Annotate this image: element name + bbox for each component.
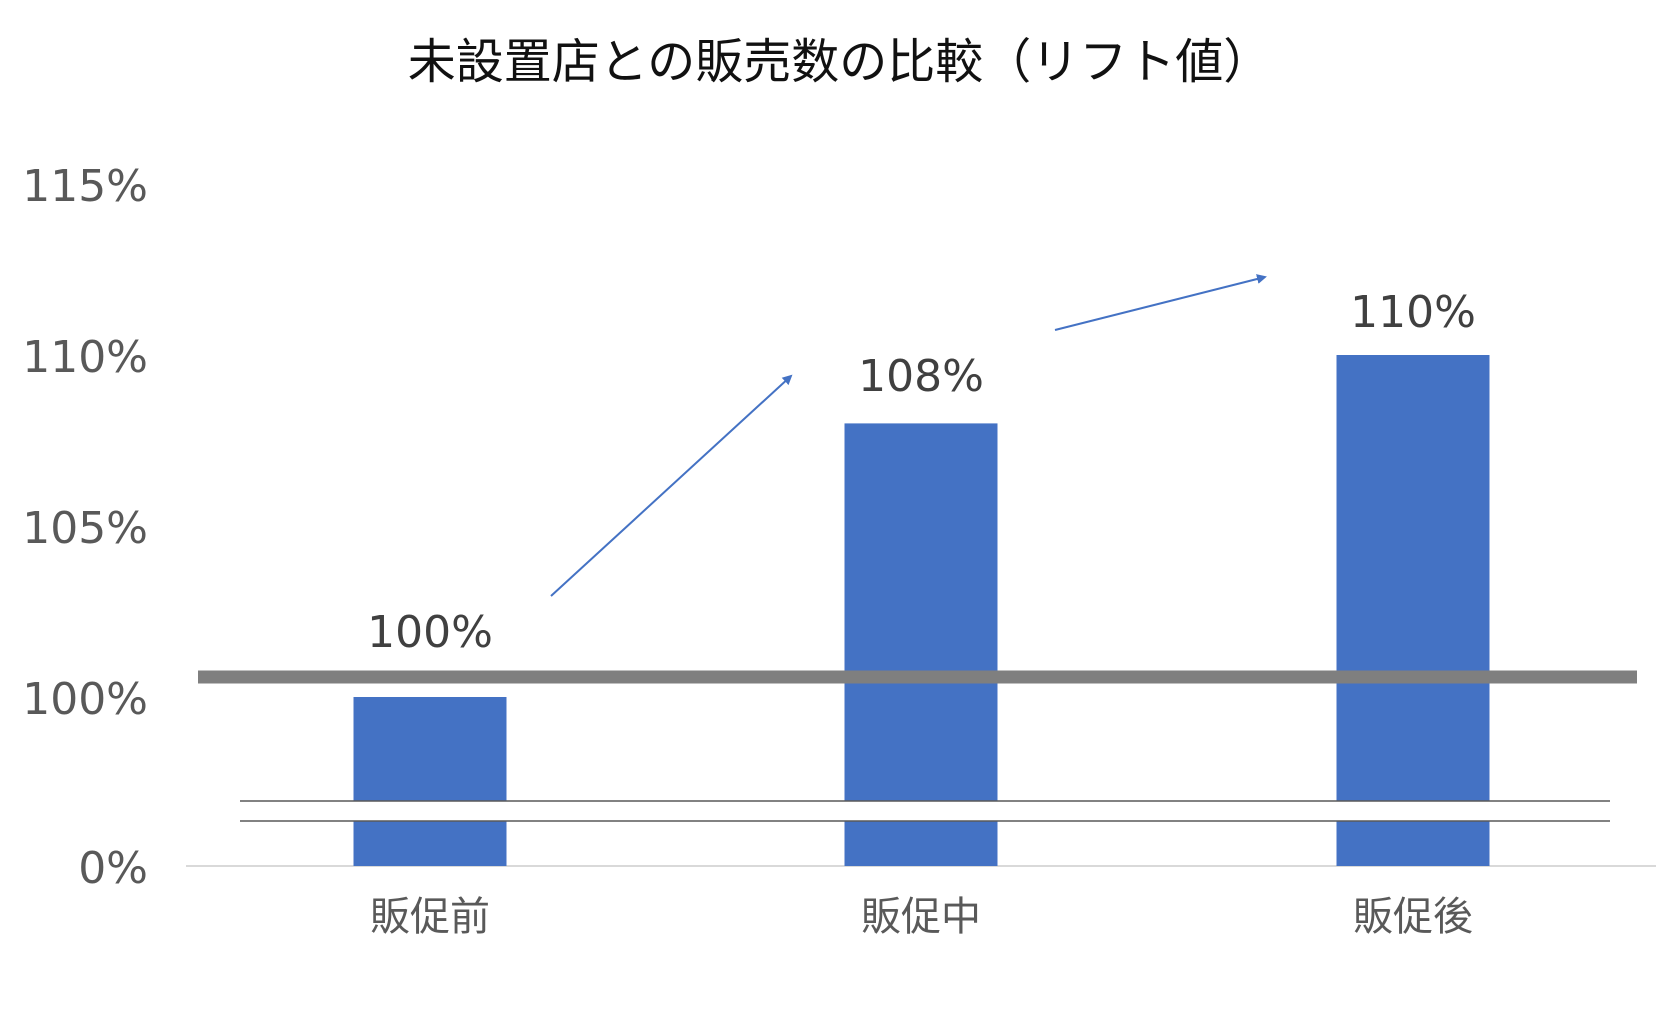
bar [1336, 355, 1490, 866]
category-label: 販促中 [861, 894, 981, 940]
data-label: 108% [858, 351, 984, 402]
bar [844, 423, 998, 866]
chart-title: 未設置店との販売数の比較（リフト値） [407, 34, 1272, 90]
trend-arrow [550, 374, 793, 597]
category-label: 販促後 [1353, 894, 1473, 940]
data-label: 100% [367, 607, 493, 658]
bar [353, 697, 507, 866]
trend-arrow [1054, 274, 1267, 331]
category-label: 販促前 [370, 894, 490, 940]
axis-break-gap [240, 801, 1610, 821]
data-label: 110% [1350, 287, 1476, 338]
y-tick-label: 100% [22, 674, 148, 725]
y-tick-label: 115% [22, 161, 148, 212]
y-tick-label: 105% [22, 503, 148, 554]
y-tick-label: 110% [22, 332, 148, 383]
y-tick-label: 0% [78, 843, 148, 894]
